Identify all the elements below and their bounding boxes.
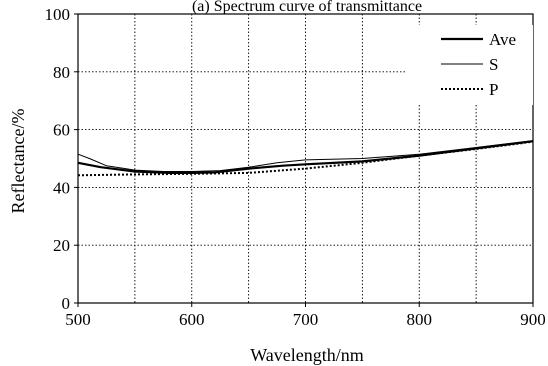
series-line-s bbox=[77, 140, 534, 172]
chart-title: (a) Spectrum curve of transmittance bbox=[192, 0, 422, 15]
y-axis-label: Reflectance/% bbox=[8, 109, 28, 214]
legend-label-p: P bbox=[489, 80, 498, 99]
x-tick-label: 500 bbox=[65, 310, 91, 329]
y-tick-label: 60 bbox=[53, 121, 70, 140]
axis-ticks: 500 600 700 800 900 0 20 40 60 80 100 bbox=[45, 5, 546, 329]
legend-label-s: S bbox=[489, 55, 498, 74]
series-line-ave bbox=[77, 140, 534, 174]
legend: Ave SP bbox=[407, 25, 533, 105]
series-line-p bbox=[77, 140, 534, 177]
y-tick-label: 100 bbox=[45, 5, 71, 24]
y-tick-label: 40 bbox=[53, 178, 70, 197]
x-tick-label: 800 bbox=[407, 310, 433, 329]
x-axis-label: Wavelength/nm bbox=[250, 345, 364, 365]
legend-label-ave: Ave bbox=[489, 30, 516, 49]
grid bbox=[78, 14, 533, 303]
y-tick-label: 0 bbox=[62, 294, 71, 313]
x-tick-label: 600 bbox=[179, 310, 205, 329]
y-tick-label: 20 bbox=[53, 236, 70, 255]
data-series bbox=[77, 140, 534, 177]
x-tick-label: 700 bbox=[293, 310, 319, 329]
x-tick-label: 900 bbox=[520, 310, 546, 329]
y-tick-label: 80 bbox=[53, 63, 70, 82]
